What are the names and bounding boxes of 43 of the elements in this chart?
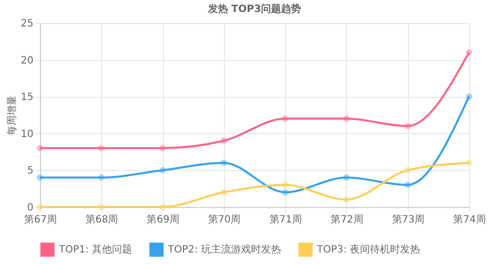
- point: [343, 196, 350, 203]
- point: [220, 160, 228, 166]
- y-axis-title: 每周增量: [6, 96, 18, 136]
- y-tick-label: 20: [20, 55, 34, 66]
- x-tick-label: 第73周: [392, 214, 425, 226]
- legend-label: TOP1: 其他问题: [58, 244, 132, 256]
- x-tick-label: 第67周: [24, 214, 57, 226]
- x-tick-label: 第71周: [269, 214, 302, 226]
- point: [404, 167, 411, 174]
- point: [159, 167, 166, 174]
- chart-title: 发热 TOP3问题趋势: [206, 3, 302, 15]
- legend-label: TOP3: 夜间待机时发热: [316, 244, 420, 256]
- point: [98, 204, 104, 210]
- point: [282, 189, 288, 196]
- y-tick-label: 0: [27, 202, 34, 214]
- point: [159, 144, 166, 152]
- point: [36, 174, 44, 181]
- y-tick-label: 10: [20, 128, 34, 140]
- point: [343, 174, 350, 181]
- point: [343, 116, 350, 122]
- y-tick-label: 25: [20, 18, 34, 30]
- point: [220, 189, 228, 196]
- point: [404, 182, 411, 188]
- y-tick-label: 5: [27, 166, 34, 177]
- point: [36, 204, 44, 210]
- point: [282, 182, 288, 188]
- x-tick-label: 第68周: [85, 214, 118, 226]
- point: [466, 160, 472, 166]
- point: [466, 93, 472, 100]
- point: [98, 144, 104, 152]
- point: [98, 174, 104, 181]
- y-tick-label: 15: [20, 92, 34, 104]
- point: [282, 116, 288, 122]
- point: [466, 49, 472, 56]
- point: [159, 204, 166, 210]
- x-tick-label: 第74周: [453, 214, 486, 226]
- legend-label: TOP2: 玩主流游戏时发热: [167, 244, 281, 256]
- point: [36, 144, 44, 152]
- x-tick-label: 第72周: [330, 214, 364, 226]
- point: [220, 138, 228, 144]
- x-tick-label: 第70周: [208, 214, 241, 226]
- x-tick-label: 第69周: [146, 214, 180, 226]
- point: [404, 122, 411, 130]
